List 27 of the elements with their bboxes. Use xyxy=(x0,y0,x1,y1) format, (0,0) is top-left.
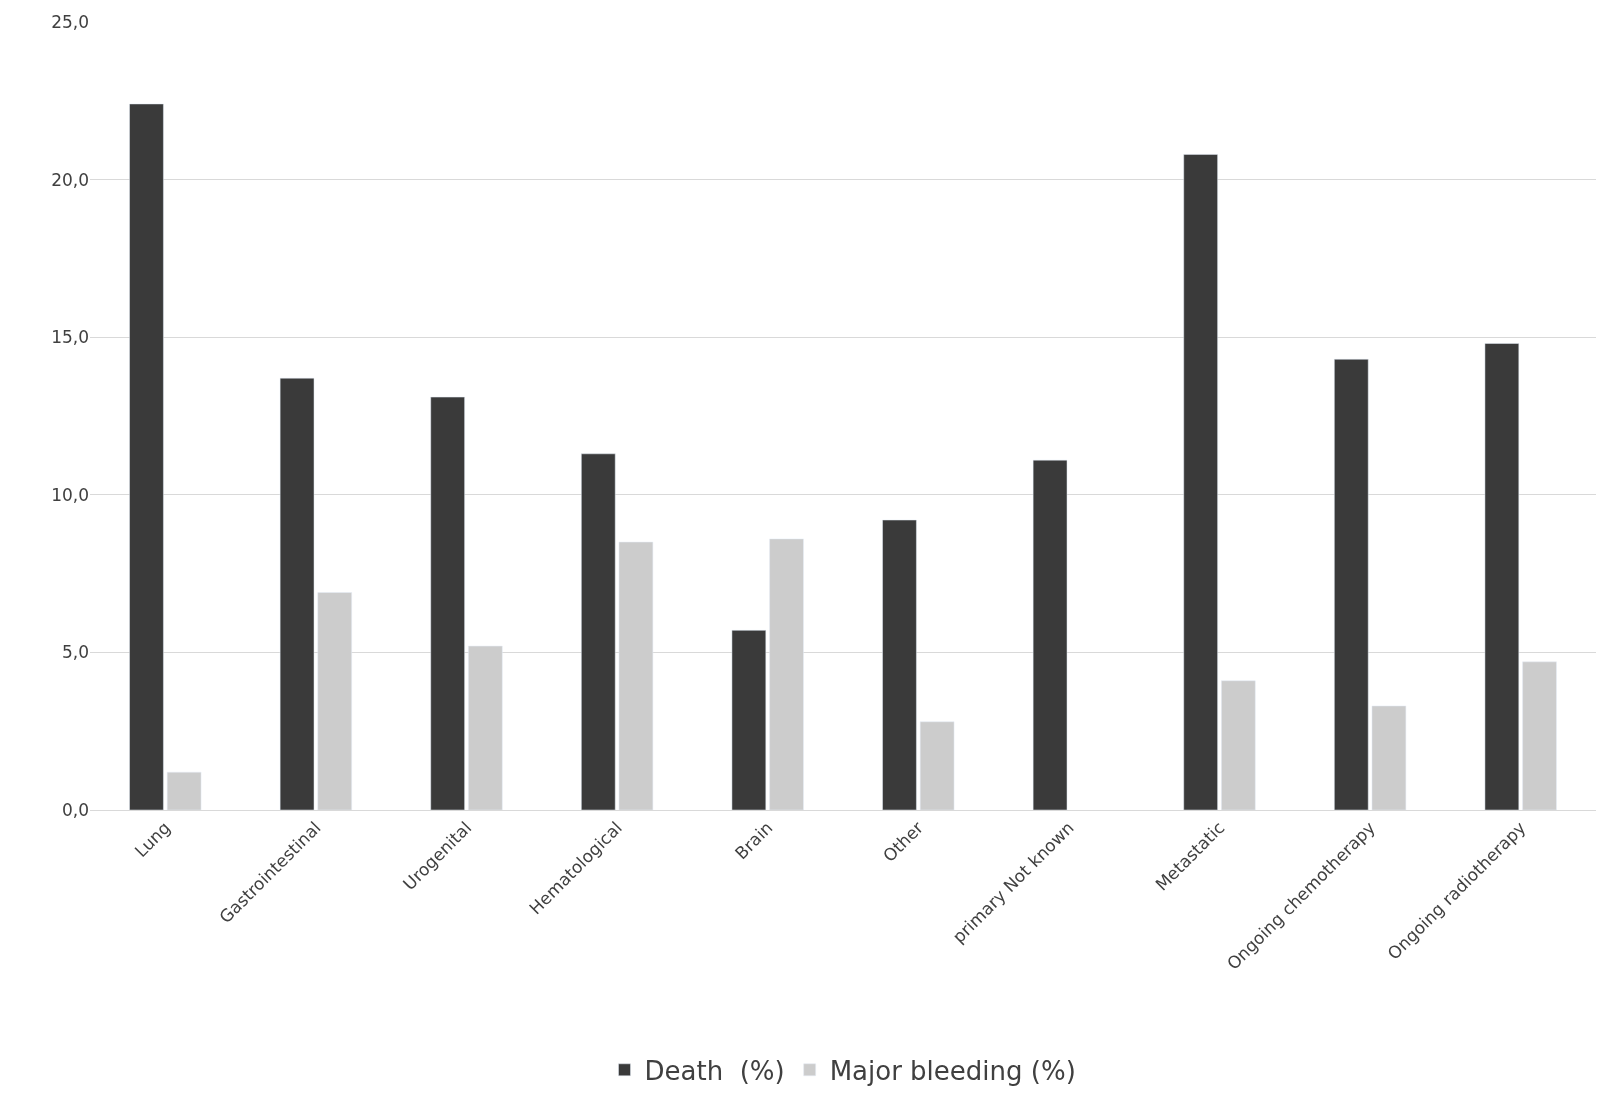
bar xyxy=(1522,661,1557,810)
y-tick-label: 20,0 xyxy=(51,169,89,190)
bar xyxy=(581,453,616,810)
bar xyxy=(1484,343,1520,810)
bar xyxy=(317,592,352,810)
y-tick-label: 15,0 xyxy=(51,327,89,348)
bar xyxy=(919,721,955,810)
bar xyxy=(769,538,804,810)
bar xyxy=(1221,680,1256,810)
bar xyxy=(1334,359,1369,810)
bar xyxy=(129,103,164,810)
y-tick-label: 0,0 xyxy=(61,799,89,820)
y-tick-label: 25,0 xyxy=(51,11,89,32)
bar xyxy=(166,771,202,810)
y-tick-label: 10,0 xyxy=(51,484,89,505)
bar xyxy=(731,630,767,810)
bar xyxy=(430,396,465,810)
y-tick-label: 5,0 xyxy=(61,642,89,663)
bar xyxy=(882,519,917,810)
bar xyxy=(1183,154,1218,810)
legend-label: Major bleeding (%) xyxy=(829,1055,1076,1086)
bar xyxy=(618,541,654,810)
legend-label: Death (%) xyxy=(644,1055,785,1086)
bar xyxy=(1371,705,1407,810)
bar xyxy=(468,645,503,810)
bar xyxy=(1032,459,1068,810)
bar xyxy=(279,377,315,810)
